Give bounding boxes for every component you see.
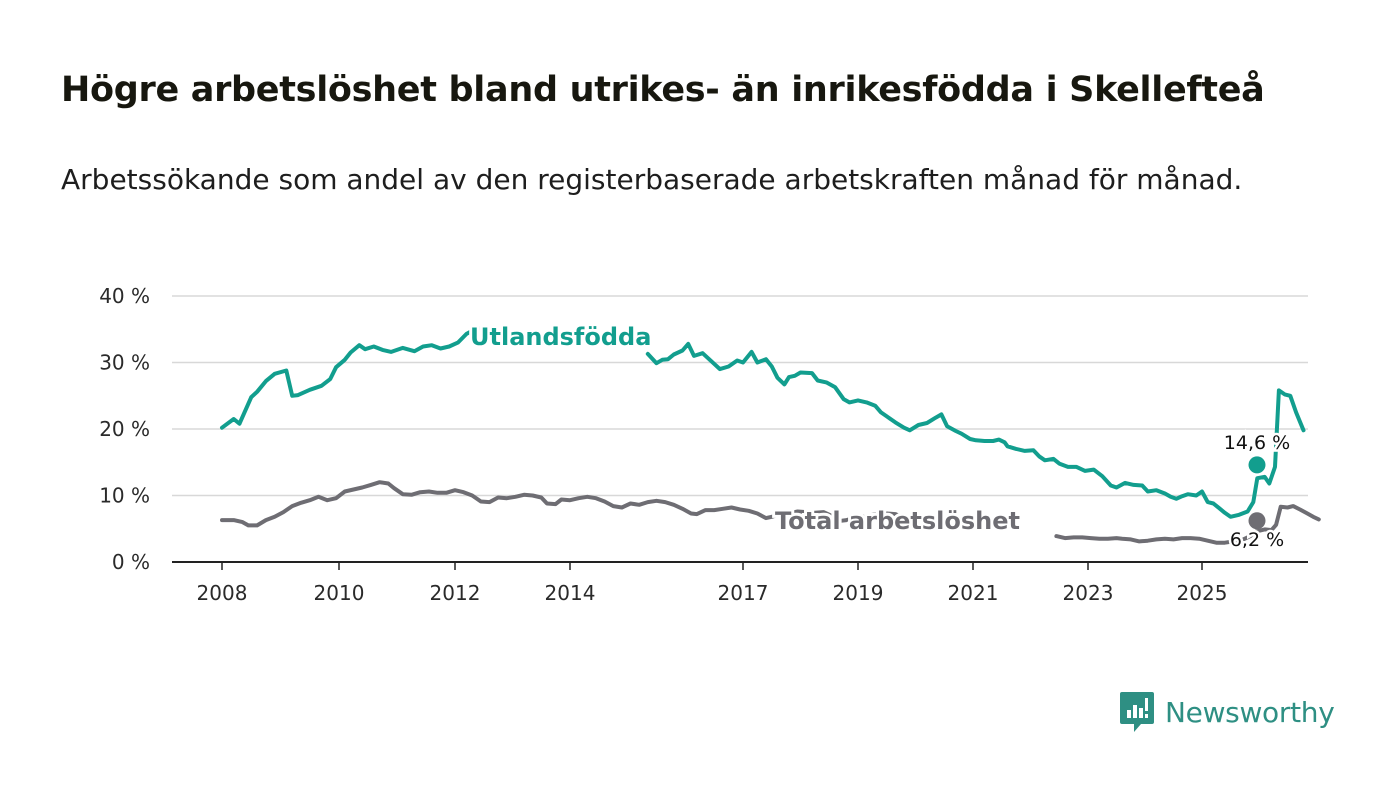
total-series-label: Total arbetslöshet xyxy=(775,507,1020,535)
x-tick-label: 2010 xyxy=(314,581,365,605)
foreign-born-line-segment-1 xyxy=(220,325,498,430)
newsworthy-brand[interactable]: Newsworthy xyxy=(1119,690,1335,734)
total-line-segment-1 xyxy=(220,480,909,528)
grid-layer xyxy=(172,295,1308,497)
y-tick-label: 40 % xyxy=(99,284,150,308)
foreign-born-end-point xyxy=(1248,456,1266,474)
series-layer xyxy=(220,325,1321,545)
newsworthy-logo-icon xyxy=(1120,692,1154,732)
foreign-born-end-label: 14,6 % xyxy=(1224,432,1290,454)
x-tick-label: 2019 xyxy=(833,581,884,605)
foreign-born-line-segment-2 xyxy=(645,341,1306,519)
y-tick-label: 30 % xyxy=(99,351,150,375)
chart-subtitle: Arbetssökande som andel av den registerb… xyxy=(61,163,1243,196)
total-end-point xyxy=(1248,512,1266,530)
x-tick-label: 2025 xyxy=(1177,581,1228,605)
x-tick-label: 2008 xyxy=(197,581,248,605)
foreign-born-series-label: Utlandsfödda xyxy=(470,323,651,351)
x-tick-label: 2021 xyxy=(948,581,999,605)
y-tick-label: 20 % xyxy=(99,417,150,441)
x-tick-label: 2017 xyxy=(718,581,769,605)
y-tick-label: 10 % xyxy=(99,484,150,508)
y-tick-label: 0 % xyxy=(112,550,150,574)
brand-name: Newsworthy xyxy=(1165,695,1335,729)
x-tick-label: 2014 xyxy=(545,581,596,605)
total-line-segment-2 xyxy=(1054,504,1321,545)
x-tick-label: 2012 xyxy=(430,581,481,605)
label-layer: Utlandsfödda 14,6 % Total arbetslöshet 6,2 … xyxy=(467,320,1293,554)
total-end-label: 6,2 % xyxy=(1230,529,1284,551)
axis-layer: 0 % 10 % 20 % 30 % 40 % 2008 2010 2012 2014 2017 2… xyxy=(99,284,1308,605)
chart-title: Högre arbetslöshet bland utrikes- än inr… xyxy=(61,70,1265,110)
x-tick-label: 2023 xyxy=(1063,581,1114,605)
